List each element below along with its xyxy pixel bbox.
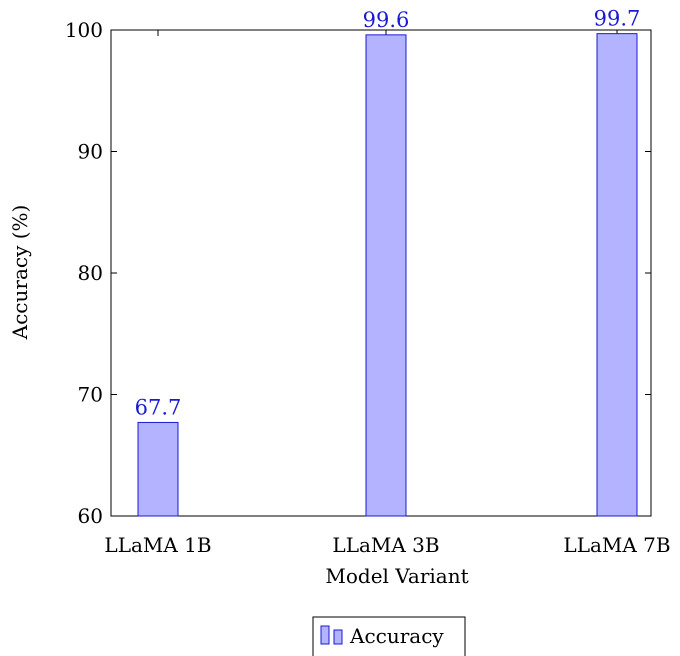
x-tick-label: LLaMA 1B (104, 533, 211, 557)
bar (366, 35, 406, 516)
legend-swatch-icon (334, 630, 342, 644)
x-tick-label: LLaMA 3B (332, 533, 439, 557)
y-tick-label: 80 (78, 261, 103, 285)
x-axis-label: Model Variant (325, 564, 468, 588)
y-tick-label: 70 (78, 383, 103, 407)
legend-entry-accuracy: Accuracy (349, 624, 444, 648)
bar-value-label: 99.7 (594, 7, 641, 31)
y-axis-label: Accuracy (%) (8, 205, 32, 341)
bar (138, 422, 178, 516)
legend-swatch-icon (321, 626, 329, 644)
x-tick-label: LLaMA 7B (563, 533, 670, 557)
bars (138, 34, 637, 516)
bar (597, 34, 637, 516)
y-tick-label: 60 (78, 504, 103, 528)
bar-value-label: 67.7 (135, 395, 182, 419)
bar-value-label: 99.6 (363, 8, 410, 32)
legend: Accuracy (313, 617, 465, 656)
y-tick-label: 100 (65, 18, 103, 42)
y-tick-label: 90 (78, 140, 103, 164)
